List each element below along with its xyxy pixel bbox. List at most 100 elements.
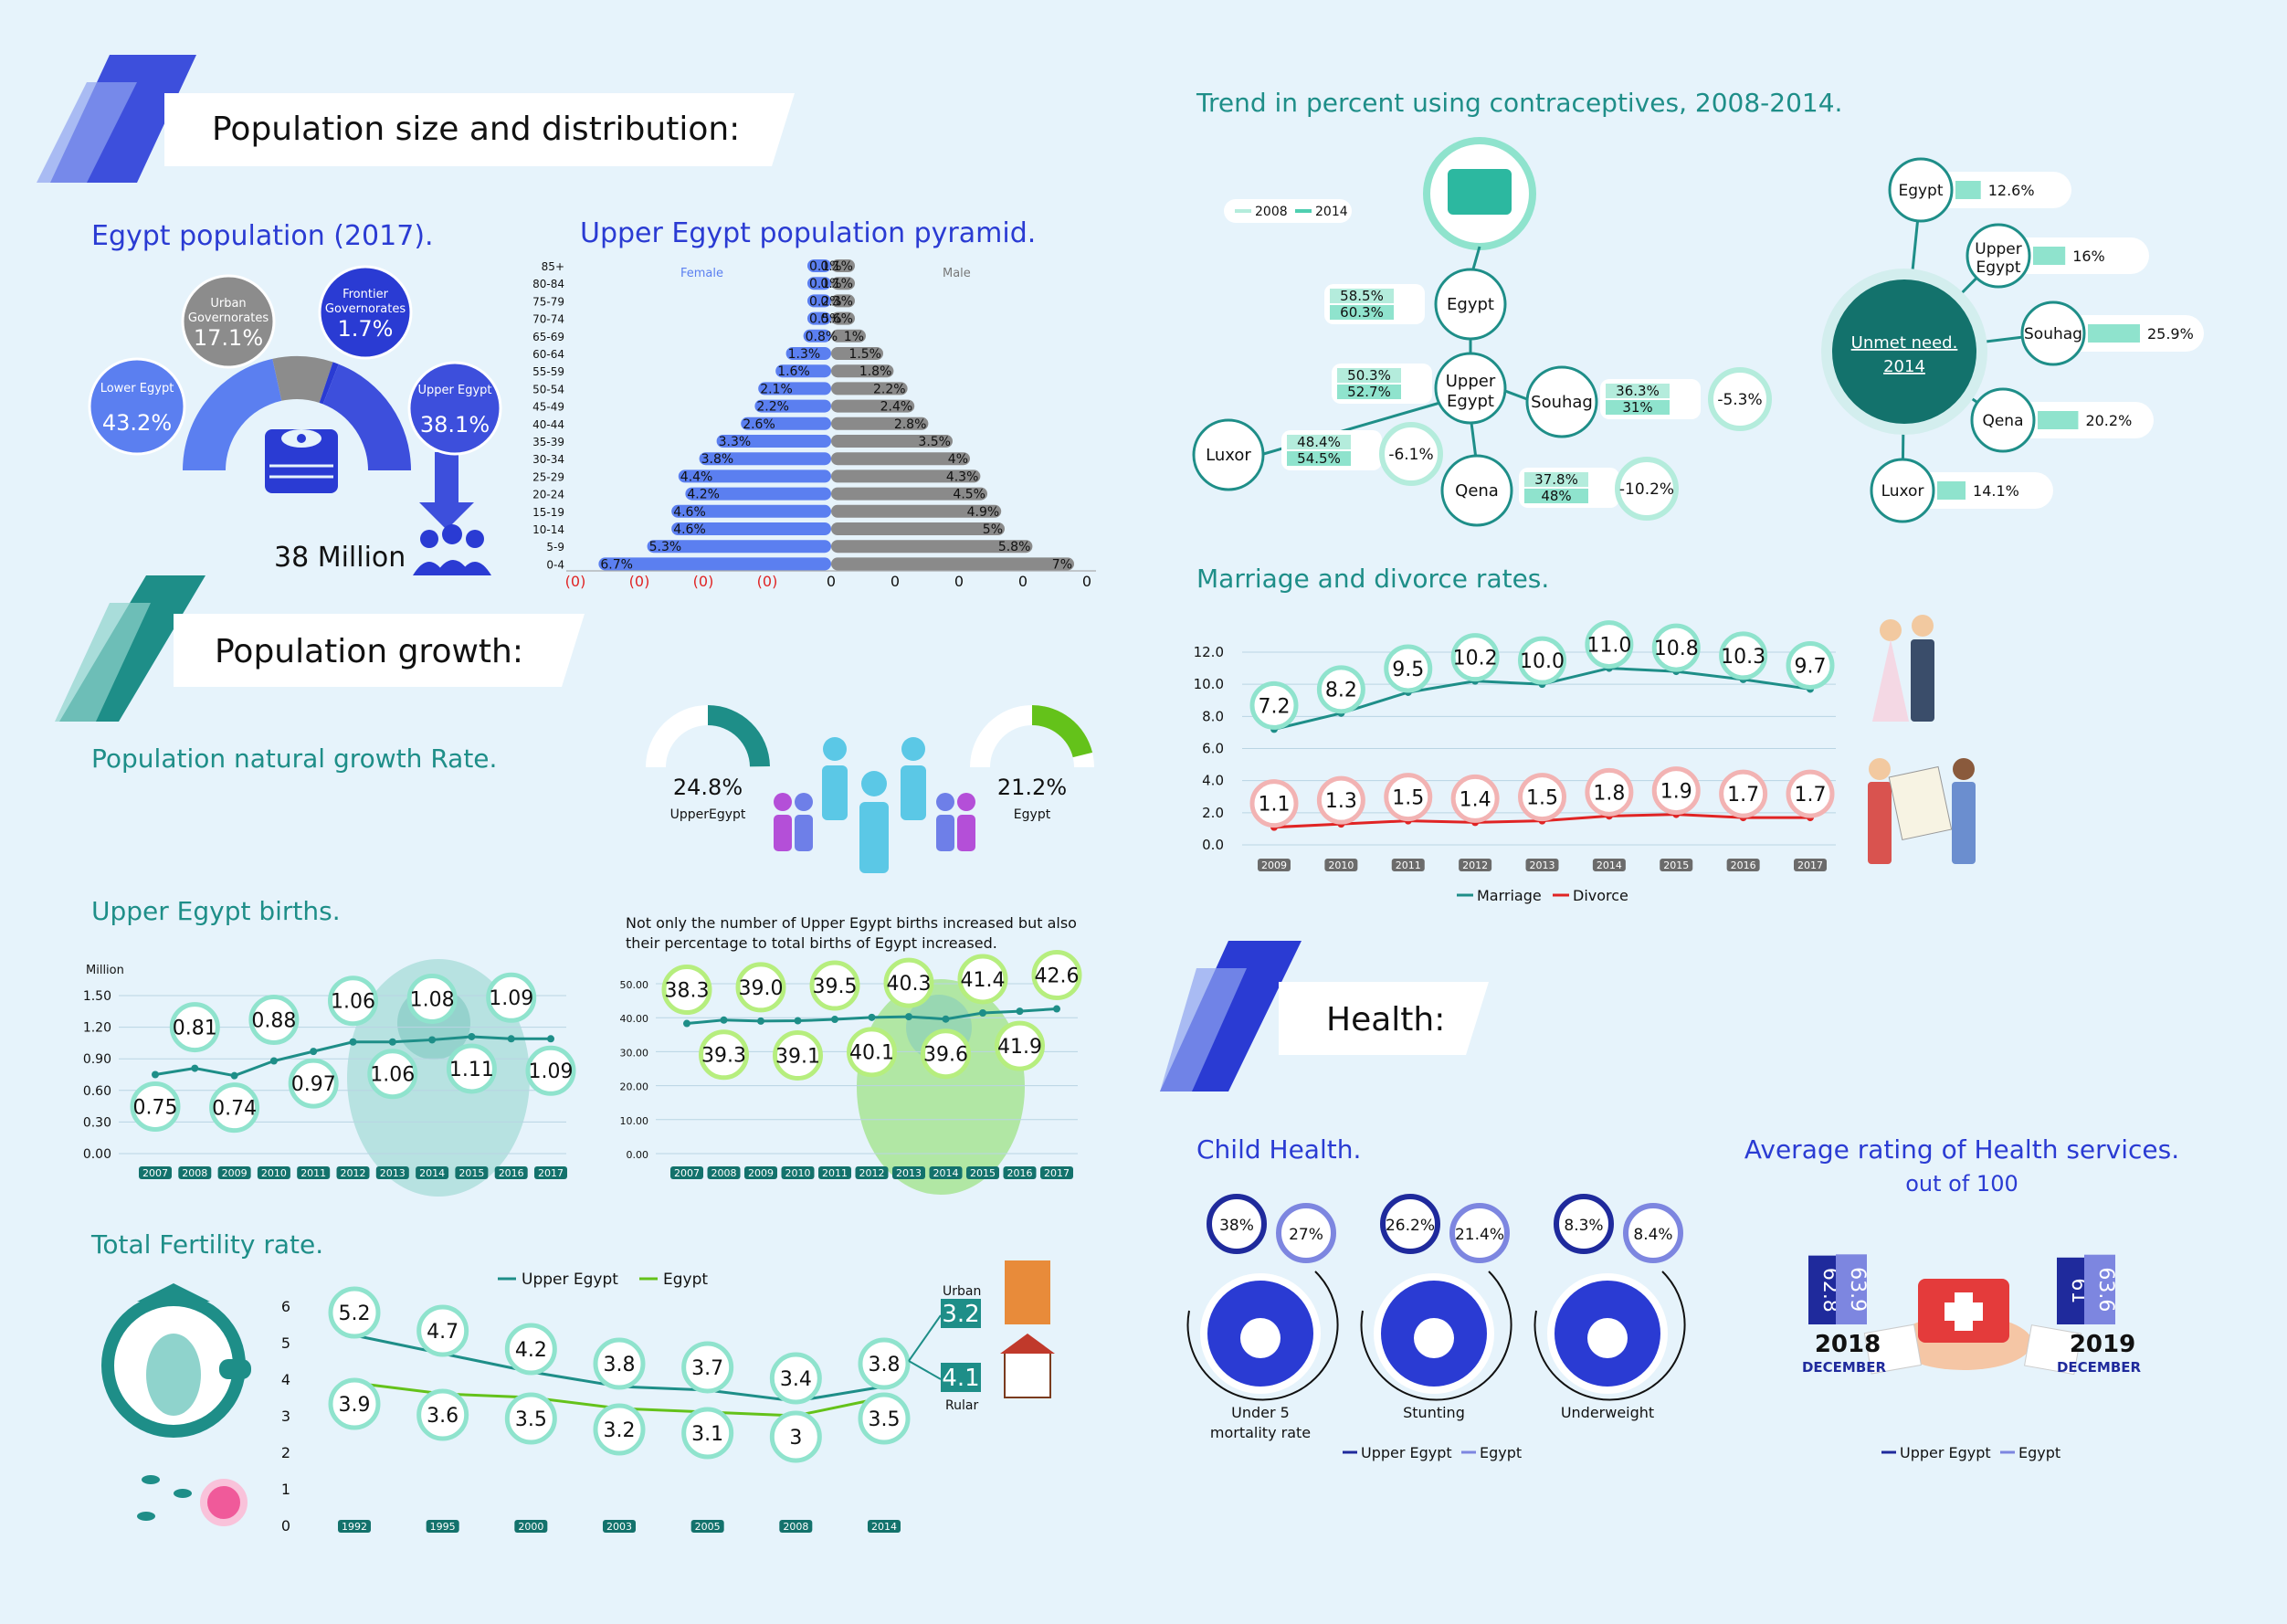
pharaoh-icon bbox=[265, 429, 338, 493]
fertility-y-tick: 1 bbox=[281, 1481, 290, 1498]
growth-arc bbox=[708, 705, 770, 767]
births-pct-value-label: 38.3 bbox=[665, 979, 710, 1002]
contra-bar-2014 bbox=[1606, 400, 1670, 415]
births-value-bubble bbox=[406, 973, 458, 1024]
pyramid-value-male: 4.3% bbox=[946, 469, 979, 484]
fertility-x-label: 1995 bbox=[430, 1521, 456, 1533]
births-value-label: 0.81 bbox=[173, 1018, 217, 1040]
x-tick-label: 2010 bbox=[261, 1167, 287, 1179]
unmet-bar bbox=[2038, 411, 2079, 429]
marriage-x-badge bbox=[1794, 859, 1827, 871]
marriage-value-bubble bbox=[1786, 640, 1835, 690]
pyramid-bar-male bbox=[831, 277, 855, 290]
pyramid-age-label: 60-64 bbox=[532, 348, 564, 361]
pyramid-age-label: 80-84 bbox=[532, 278, 564, 290]
unmet-node bbox=[1970, 387, 2036, 453]
births-pct-value-label: 39.1 bbox=[775, 1045, 820, 1068]
marriage-value-bubble bbox=[1518, 636, 1566, 685]
x-tick-label: 2007 bbox=[142, 1167, 168, 1179]
fertility-title: Total Fertility rate. bbox=[90, 1229, 323, 1260]
marriage-legend-label: Divorce bbox=[1573, 887, 1628, 904]
child-upper-value: 38% bbox=[1219, 1217, 1254, 1235]
fertility-value-bubble bbox=[681, 1341, 734, 1394]
x-tick-label: 2007 bbox=[674, 1167, 700, 1179]
pyramid-bar-male bbox=[831, 259, 855, 272]
x-tick-badge bbox=[966, 1166, 999, 1179]
births-value-bubble bbox=[130, 1081, 181, 1132]
fertility-legend-label: Upper Egypt bbox=[522, 1271, 618, 1289]
pyramid-value-female: 1.6% bbox=[777, 364, 810, 379]
x-tick-label: 2014 bbox=[933, 1167, 959, 1179]
births-million-chart: 0.00 0.30 0.60 0.90 1.20 1.50 2007 2008 2009 2010… bbox=[83, 972, 576, 1179]
fertility-x-badge bbox=[426, 1520, 459, 1533]
x-tick-badge bbox=[257, 1166, 290, 1179]
births-value-bubble bbox=[446, 1043, 497, 1094]
fertility-value-bubble bbox=[504, 1392, 557, 1445]
births-point bbox=[349, 1038, 357, 1046]
pyramid-bar-male bbox=[831, 364, 894, 378]
child-health-chart: 38% 27% Under 5 mortality rate 26.2% 21.4% Stu… bbox=[1186, 1194, 1686, 1461]
y-tick-label: 30.00 bbox=[620, 1047, 649, 1059]
births-point bbox=[152, 1070, 159, 1079]
fertility-y-tick: 4 bbox=[281, 1371, 290, 1388]
births-pct-value-bubble bbox=[847, 1027, 897, 1078]
rating-year: 2018 bbox=[1815, 1331, 1881, 1358]
unmet-center-label: Unmet need. bbox=[1851, 333, 1958, 353]
marriage-y-tick: 6.0 bbox=[1202, 741, 1224, 757]
pyramid-value-male: 5.8% bbox=[998, 540, 1031, 554]
pyramid-value-male: 1.5% bbox=[848, 347, 881, 362]
contra-node-label: Qena bbox=[1455, 481, 1499, 501]
people-group-icon bbox=[413, 452, 491, 575]
pyramid-bar-female bbox=[807, 294, 831, 308]
unmet-node bbox=[1966, 223, 2031, 289]
unmet-value: 20.2% bbox=[2085, 412, 2132, 429]
contra-value-2014: 54.5% bbox=[1297, 450, 1341, 467]
contra-bar-2014 bbox=[1330, 305, 1394, 320]
fertility-value-bubble bbox=[769, 1410, 822, 1463]
pyramid-value-female: 3.3% bbox=[719, 435, 752, 449]
births-pct-value-label: 39.5 bbox=[813, 975, 858, 998]
pyramid-bar-female bbox=[716, 435, 831, 448]
births-pct-point bbox=[868, 1013, 876, 1021]
pyramid-bar-male bbox=[831, 469, 981, 483]
pregnancy-icon bbox=[101, 1283, 251, 1526]
pill-pack-icon-body bbox=[1448, 169, 1512, 215]
city-icon bbox=[1005, 1260, 1050, 1324]
births-value-bubble bbox=[248, 995, 300, 1046]
pyramid-value-male: 5% bbox=[983, 522, 1003, 537]
births-pct-point bbox=[1016, 1007, 1024, 1016]
child-health-label: Underweight bbox=[1561, 1404, 1654, 1421]
pyramid-value-female: 2.6% bbox=[743, 417, 775, 432]
births-value-label: 1.06 bbox=[331, 991, 375, 1014]
marriage-x-label: 2014 bbox=[1597, 859, 1622, 871]
marriage-value-label: 1.8 bbox=[1593, 782, 1625, 805]
growth-label: UpperEgypt bbox=[670, 807, 746, 822]
fertility-y-tick: 2 bbox=[281, 1444, 290, 1461]
pyramid-age-label: 65-69 bbox=[532, 331, 564, 343]
population-bubble-value: 1.7% bbox=[338, 316, 394, 342]
pyramid-age-label: 40-44 bbox=[532, 418, 564, 431]
births-point bbox=[547, 1035, 554, 1043]
pyramid-value-female: 4.4% bbox=[680, 469, 713, 484]
pyramid-bar-female bbox=[647, 540, 831, 554]
births-pct-value-label: 42.6 bbox=[1035, 965, 1080, 987]
growth-label: Egypt bbox=[1014, 807, 1051, 822]
pyramid-tick: (0) bbox=[629, 573, 650, 590]
pyramid-value-male: 4.9% bbox=[967, 505, 1000, 520]
births-value-label: 1.08 bbox=[410, 988, 455, 1011]
marriage-value-label: 9.7 bbox=[1795, 655, 1827, 678]
marriage-value-label: 1.3 bbox=[1325, 790, 1357, 813]
rural-box bbox=[941, 1363, 981, 1392]
marriage-value-bubble bbox=[1384, 773, 1433, 822]
unmet-bar bbox=[1937, 481, 1966, 500]
pyramid-bar-male bbox=[831, 399, 915, 413]
couple-illustration bbox=[1872, 615, 1934, 722]
child-health-label: mortality rate bbox=[1210, 1424, 1311, 1441]
pyramid-value-female: 0.1% bbox=[809, 259, 842, 274]
x-tick-badge bbox=[744, 1166, 777, 1179]
x-tick-label: 2014 bbox=[419, 1167, 445, 1179]
pyramid-value-male: 7% bbox=[1052, 557, 1072, 572]
pyramid-bar-female bbox=[671, 522, 831, 535]
natural-growth-title: Population natural growth Rate. bbox=[91, 743, 497, 774]
